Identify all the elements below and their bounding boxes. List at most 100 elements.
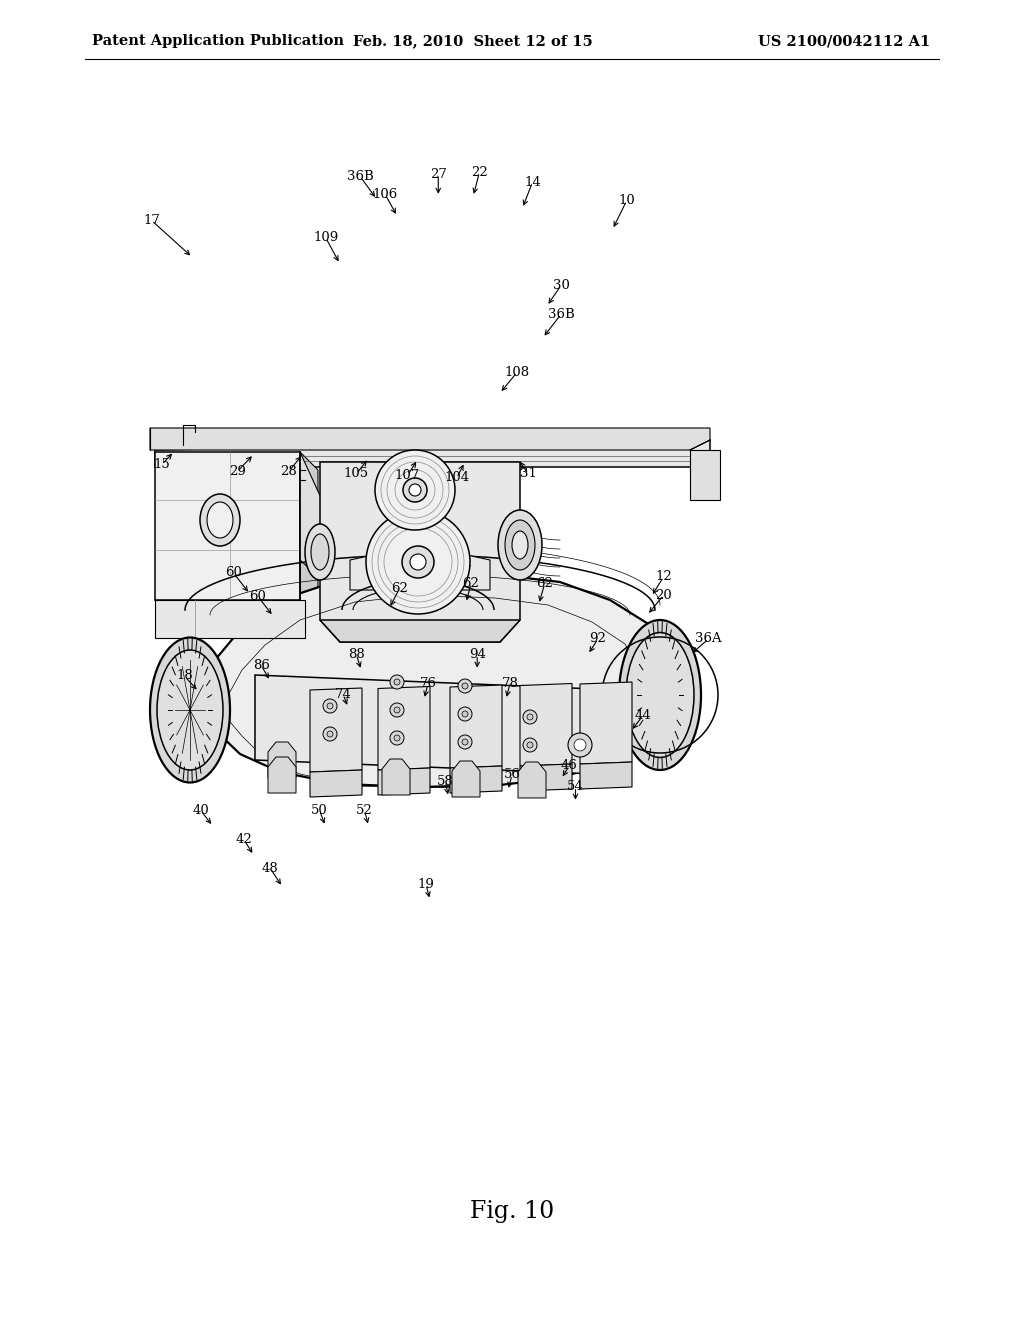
Ellipse shape: [626, 632, 694, 758]
Polygon shape: [150, 428, 710, 450]
Text: 14: 14: [524, 176, 541, 189]
Text: 30: 30: [553, 279, 569, 292]
Text: 107: 107: [395, 469, 420, 482]
Circle shape: [390, 704, 404, 717]
Circle shape: [523, 710, 537, 723]
Text: 48: 48: [262, 862, 279, 875]
Text: 50: 50: [311, 804, 328, 817]
Text: US 2100/0042112 A1: US 2100/0042112 A1: [758, 34, 930, 49]
Text: 10: 10: [618, 194, 635, 207]
Circle shape: [458, 735, 472, 748]
Circle shape: [403, 478, 427, 502]
Text: 18: 18: [176, 669, 193, 682]
Polygon shape: [350, 545, 490, 590]
Text: 36A: 36A: [695, 632, 722, 645]
Text: 54: 54: [567, 780, 584, 793]
Text: 56: 56: [504, 768, 520, 781]
Circle shape: [458, 708, 472, 721]
Circle shape: [410, 554, 426, 570]
Text: 92: 92: [590, 632, 606, 645]
Polygon shape: [378, 686, 430, 770]
Ellipse shape: [207, 502, 233, 539]
Text: 88: 88: [348, 648, 365, 661]
Ellipse shape: [150, 638, 230, 783]
Polygon shape: [300, 451, 318, 618]
Text: 36B: 36B: [347, 170, 374, 183]
Circle shape: [394, 735, 400, 741]
Circle shape: [323, 700, 337, 713]
Polygon shape: [580, 762, 632, 789]
Text: 86: 86: [253, 659, 269, 672]
Text: 29: 29: [229, 465, 246, 478]
Text: 46: 46: [561, 759, 578, 772]
Circle shape: [527, 742, 534, 748]
Bar: [155, 451, 300, 601]
Circle shape: [323, 727, 337, 741]
Text: 27: 27: [430, 168, 446, 181]
Text: 22: 22: [471, 166, 487, 180]
Text: 17: 17: [143, 214, 160, 227]
Circle shape: [394, 678, 400, 685]
Circle shape: [462, 739, 468, 744]
Text: Patent Application Publication: Patent Application Publication: [92, 34, 344, 49]
Text: 15: 15: [154, 458, 170, 471]
Polygon shape: [319, 620, 520, 642]
Polygon shape: [450, 766, 502, 793]
Polygon shape: [382, 759, 410, 795]
Text: 109: 109: [313, 231, 338, 244]
Text: 60: 60: [250, 590, 266, 603]
Text: 78: 78: [502, 677, 518, 690]
Circle shape: [527, 714, 534, 719]
Circle shape: [462, 711, 468, 717]
Polygon shape: [310, 688, 362, 772]
Text: 19: 19: [418, 878, 434, 891]
Text: 12: 12: [655, 570, 672, 583]
Circle shape: [402, 546, 434, 578]
Text: 106: 106: [373, 187, 397, 201]
Text: 42: 42: [236, 833, 252, 846]
Ellipse shape: [305, 524, 335, 579]
Text: 94: 94: [469, 648, 485, 661]
Text: Fig. 10: Fig. 10: [470, 1200, 554, 1224]
Circle shape: [394, 708, 400, 713]
Polygon shape: [255, 675, 620, 775]
Circle shape: [523, 738, 537, 752]
Polygon shape: [520, 764, 572, 791]
Ellipse shape: [505, 520, 535, 570]
Text: 58: 58: [437, 775, 454, 788]
Text: 60: 60: [225, 566, 242, 579]
Text: 20: 20: [655, 589, 672, 602]
Polygon shape: [155, 440, 710, 467]
Text: 28: 28: [281, 465, 297, 478]
Polygon shape: [319, 462, 520, 642]
Text: 36B: 36B: [548, 308, 574, 321]
Polygon shape: [580, 682, 632, 764]
Text: 76: 76: [420, 677, 436, 690]
Circle shape: [390, 675, 404, 689]
Text: 62: 62: [391, 582, 408, 595]
Text: 44: 44: [635, 709, 651, 722]
Circle shape: [462, 682, 468, 689]
Text: 108: 108: [505, 366, 529, 379]
Text: Feb. 18, 2010  Sheet 12 of 15: Feb. 18, 2010 Sheet 12 of 15: [353, 34, 593, 49]
Text: 31: 31: [520, 467, 537, 480]
Circle shape: [375, 450, 455, 531]
Polygon shape: [518, 762, 546, 799]
Polygon shape: [310, 770, 362, 797]
Ellipse shape: [512, 531, 528, 558]
Ellipse shape: [498, 510, 542, 579]
Polygon shape: [520, 684, 572, 766]
Ellipse shape: [200, 494, 240, 546]
Circle shape: [390, 731, 404, 744]
Polygon shape: [378, 768, 430, 795]
Circle shape: [568, 733, 592, 756]
Polygon shape: [155, 601, 318, 618]
Bar: [690, 450, 720, 500]
Text: 62: 62: [463, 577, 479, 590]
Text: 52: 52: [356, 804, 373, 817]
Polygon shape: [190, 572, 672, 787]
Text: 104: 104: [444, 471, 469, 484]
Polygon shape: [450, 685, 502, 768]
Circle shape: [409, 484, 421, 496]
Text: 74: 74: [335, 688, 351, 701]
